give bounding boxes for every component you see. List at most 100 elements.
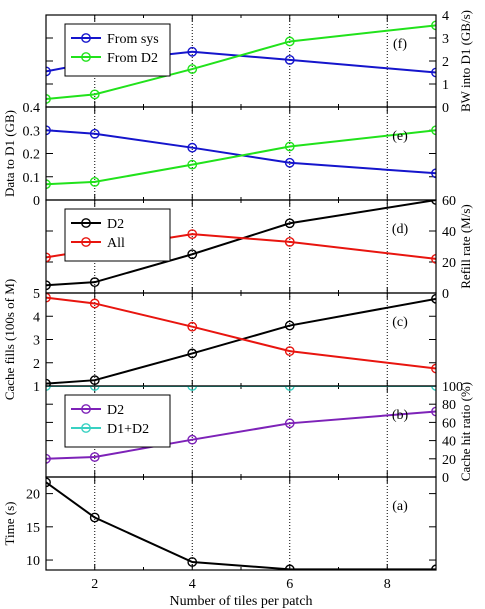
data-point xyxy=(187,159,198,170)
y-tick-label: 10 xyxy=(26,554,40,569)
data-point xyxy=(187,557,198,567)
y-tick-label: 15 xyxy=(26,521,40,536)
series-line-a-0 xyxy=(46,481,436,570)
panels: 0 1 2 3 4 BW into D1 (GB/s) (f) From sys From D2… xyxy=(2,9,473,571)
data-point xyxy=(89,128,100,139)
data-point xyxy=(46,280,51,291)
y-tick-label: 20 xyxy=(442,453,456,468)
legend-entry: D1+D2 xyxy=(107,422,149,437)
legend-swatch-marker xyxy=(81,237,91,247)
data-point xyxy=(284,157,295,168)
y-tick-label: 0.4 xyxy=(23,101,41,116)
y-tick-label: 60 xyxy=(442,194,456,209)
legend-box xyxy=(64,394,171,448)
data-point xyxy=(284,386,295,391)
x-axis: 2 4 6 8 xyxy=(91,577,391,592)
y-tick-label: 4 xyxy=(442,9,449,24)
y-tick-label: 3 xyxy=(442,32,449,47)
panel-a: 10 15 20 Time (s) (a) xyxy=(2,476,437,571)
y-tick-label: 0.1 xyxy=(23,171,41,186)
data-point xyxy=(187,434,198,445)
legend-f: From sys From D2 xyxy=(64,23,171,77)
legend-box xyxy=(64,23,171,77)
data-point xyxy=(89,89,100,100)
data-point xyxy=(284,36,295,47)
panel-tag: (d) xyxy=(392,222,409,237)
y-tick-label: 40 xyxy=(442,435,456,450)
y-tick-label: 0 xyxy=(442,471,449,486)
data-point xyxy=(89,298,100,309)
legend-swatch-marker xyxy=(81,52,91,62)
data-point xyxy=(187,46,198,57)
y-tick-label: 0.2 xyxy=(23,148,41,163)
data-point xyxy=(46,453,51,464)
data-point xyxy=(187,348,198,359)
data-point xyxy=(284,564,295,570)
panel-tag: (a) xyxy=(392,499,408,514)
data-point xyxy=(89,386,100,391)
x-tick-label: 6 xyxy=(286,577,293,592)
y-axis-label: Cache fills (100s of M) xyxy=(2,279,17,400)
data-point xyxy=(284,141,295,152)
series-line-c-0 xyxy=(46,297,436,385)
y-axis-label: Time (s) xyxy=(2,502,17,546)
y-tick-label: 4 xyxy=(33,310,40,325)
data-point xyxy=(46,477,51,488)
series-group xyxy=(46,386,436,464)
y-tick-label: 60 xyxy=(442,416,456,431)
legend-swatch-marker xyxy=(81,423,91,433)
panel-e: 0 0.1 0.2 0.3 0.4 Data to D1 (GB) (e) xyxy=(2,101,437,209)
x-tick-label: 8 xyxy=(384,577,391,592)
legend-box xyxy=(64,208,171,262)
legend-swatch-marker xyxy=(81,218,91,228)
legend-swatch-marker xyxy=(81,33,91,43)
y-tick-label: 0 xyxy=(33,194,40,209)
data-point xyxy=(89,375,100,386)
panel-tag: (b) xyxy=(392,408,409,423)
y-tick-label: 0 xyxy=(442,101,449,116)
legend-entry: D2 xyxy=(107,403,124,418)
y-tick-label: 80 xyxy=(442,398,456,413)
y-tick-label: 0.3 xyxy=(23,124,41,139)
data-point xyxy=(284,346,295,357)
panel-tag: (c) xyxy=(392,315,408,330)
panel-tag: (f) xyxy=(393,37,407,52)
data-point xyxy=(46,293,51,303)
y-tick-label: 3 xyxy=(33,334,40,349)
data-point xyxy=(284,320,295,331)
legend-b: D2 D1+D2 xyxy=(64,394,171,448)
data-point xyxy=(46,66,51,77)
data-point xyxy=(187,386,198,391)
data-point xyxy=(187,321,198,332)
series-group xyxy=(46,125,436,190)
data-point xyxy=(46,94,51,104)
y-tick-label: 5 xyxy=(33,287,40,302)
y-tick-label: 1 xyxy=(442,78,449,93)
data-point xyxy=(89,512,100,523)
y-tick-label: 0 xyxy=(442,287,449,302)
series-line-d-0 xyxy=(46,200,436,287)
series-line-b-0 xyxy=(46,410,436,460)
y-axis-label: Refill rate (M/s) xyxy=(458,204,473,288)
data-point xyxy=(46,125,51,136)
y-tick-label: 40 xyxy=(442,225,456,240)
x-axis-label: Number of tiles per patch xyxy=(169,594,312,609)
y-axis-label: BW into D1 (GB/s) xyxy=(458,10,473,112)
panel-tag: (e) xyxy=(392,129,408,144)
panel-c: 1 2 3 4 5 Cache fills (100s of M) (c) xyxy=(2,279,437,400)
y-tick-label: 20 xyxy=(26,488,40,503)
data-point xyxy=(187,64,198,74)
data-point xyxy=(89,176,100,187)
data-point xyxy=(187,142,198,153)
legend-swatch-marker xyxy=(81,404,91,414)
data-point xyxy=(187,249,198,260)
series-line-f-1 xyxy=(46,24,436,100)
panel-frame xyxy=(45,106,437,201)
data-point xyxy=(89,452,100,462)
data-point xyxy=(89,277,100,288)
series-group xyxy=(46,477,436,570)
y-tick-label: 20 xyxy=(442,256,456,271)
panel-f: 0 1 2 3 4 BW into D1 (GB/s) (f) From sys From D2 xyxy=(45,9,473,116)
